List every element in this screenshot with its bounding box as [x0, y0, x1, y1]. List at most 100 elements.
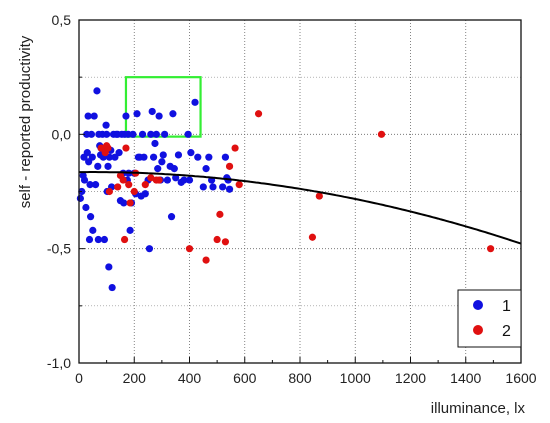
- data-point-series-1: [194, 153, 202, 161]
- data-point-series-2: [213, 235, 221, 244]
- data-point-series-2: [126, 199, 134, 207]
- data-point-series-1: [84, 112, 92, 120]
- data-point-series-1: [205, 153, 213, 161]
- data-point-series-1: [103, 130, 111, 138]
- data-point-series-1: [108, 283, 116, 292]
- data-point-series-1: [76, 194, 84, 202]
- data-point-series-1: [225, 185, 234, 193]
- data-point-series-2: [235, 181, 243, 189]
- data-point-series-1: [154, 165, 162, 173]
- data-point-series-2: [104, 144, 112, 152]
- data-point-series-1: [126, 226, 134, 234]
- data-point-series-1: [87, 130, 96, 138]
- axis-ticks: [78, 19, 522, 364]
- data-point-series-1: [90, 112, 98, 120]
- x-tick-label: 800: [288, 370, 312, 386]
- y-tick-label: -0,5: [47, 241, 71, 257]
- data-point-series-2: [231, 144, 239, 152]
- data-point-series-2: [155, 176, 163, 184]
- data-point-series-1: [120, 199, 128, 207]
- data-point-series-1: [100, 235, 109, 244]
- data-point-series-2: [97, 144, 105, 152]
- data-point-series-1: [199, 183, 207, 191]
- data-point-series-1: [87, 213, 95, 221]
- data-point-series-2: [377, 130, 386, 138]
- data-point-series-1: [138, 130, 147, 138]
- data-point-series-1: [89, 226, 97, 234]
- data-point-series-1: [122, 112, 130, 120]
- data-point-series-2: [221, 238, 230, 246]
- data-point-series-1: [172, 174, 180, 182]
- x-tick-label: 400: [178, 370, 202, 386]
- legend-label-series-1: 1: [502, 298, 511, 315]
- data-point-series-1: [180, 176, 188, 184]
- trend-line: [79, 171, 522, 245]
- data-point-series-1: [140, 153, 148, 161]
- data-point-series-1: [149, 153, 158, 161]
- legend-label-series-2: 2: [502, 323, 511, 340]
- data-point-series-1: [155, 112, 163, 120]
- data-point-series-1: [152, 130, 160, 138]
- data-point-series-1: [167, 213, 176, 221]
- y-tick-label: 0,0: [52, 126, 72, 142]
- data-point-series-2: [308, 233, 317, 241]
- data-point-series-1: [184, 130, 192, 138]
- data-point-series-1: [115, 149, 123, 157]
- y-tick-label: -1,0: [47, 355, 71, 371]
- data-point-series-2: [254, 110, 263, 118]
- x-axis-label: illuminance, lx: [431, 400, 526, 417]
- data-point-series-1: [185, 176, 194, 184]
- data-point-series-2: [185, 245, 194, 253]
- data-point-series-1: [202, 165, 210, 173]
- y-axis-tick-labels: -1,0 -0,5 0,0 0,5: [47, 12, 71, 371]
- data-point-series-2: [122, 144, 130, 152]
- data-point-series-2: [120, 235, 129, 244]
- legend-marker-series-2: [473, 325, 483, 335]
- data-point-series-2: [125, 181, 133, 189]
- data-point-series-1: [111, 153, 119, 161]
- data-point-series-1: [94, 235, 102, 244]
- x-tick-label: 600: [233, 370, 257, 386]
- data-point-series-1: [151, 139, 159, 148]
- x-tick-label: 200: [123, 370, 147, 386]
- data-point-series-1: [191, 98, 199, 106]
- data-point-series-2: [202, 256, 210, 264]
- legend-box: [457, 289, 522, 348]
- data-point-series-2: [315, 192, 323, 200]
- x-axis-tick-labels: 0 200 400 600 800 1000 1200 1400 1600: [75, 370, 537, 386]
- data-point-series-1: [141, 190, 149, 198]
- data-point-series-1: [93, 87, 101, 95]
- data-point-series-1: [105, 153, 113, 161]
- data-point-series-1: [82, 203, 90, 212]
- y-tick-label: 0,5: [52, 12, 72, 28]
- data-point-series-1: [174, 151, 183, 159]
- data-point-series-1: [161, 130, 169, 138]
- data-point-series-2: [147, 174, 155, 182]
- legend-marker-series-1: [473, 300, 483, 310]
- data-point-series-1: [159, 151, 167, 159]
- data-point-series-1: [80, 176, 89, 184]
- data-point-series-1: [147, 130, 155, 138]
- x-tick-label: 0: [75, 370, 83, 386]
- x-tick-label: 1600: [505, 370, 536, 386]
- data-point-series-2: [105, 187, 113, 196]
- data-point-series-1: [133, 110, 141, 118]
- data-point-series-2: [141, 181, 149, 189]
- data-point-series-1: [209, 183, 217, 191]
- data-point-series-1: [158, 158, 166, 166]
- x-tick-label: 1400: [450, 370, 481, 386]
- data-point-series-2: [119, 176, 127, 184]
- data-point-series-2: [130, 187, 138, 196]
- data-point-series-1: [148, 107, 156, 116]
- data-point-series-1: [169, 110, 177, 118]
- x-tick-label: 1200: [395, 370, 426, 386]
- data-point-series-1: [91, 181, 100, 189]
- trend-line-layer: [79, 171, 522, 245]
- data-point-series-1: [86, 181, 94, 189]
- data-point-series-1: [170, 165, 178, 173]
- data-point-series-1: [129, 130, 137, 138]
- data-point-series-2: [225, 162, 234, 170]
- data-point-series-1: [94, 162, 102, 170]
- data-point-series-2: [114, 183, 122, 191]
